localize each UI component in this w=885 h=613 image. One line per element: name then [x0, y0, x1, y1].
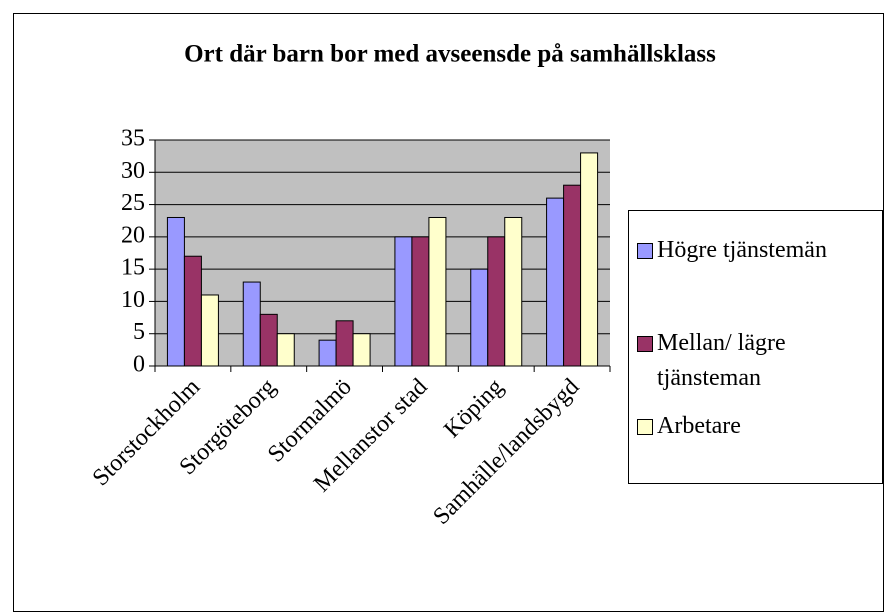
bar: [580, 152, 599, 367]
legend-swatch: [637, 419, 653, 435]
y-tick-label: 0: [133, 352, 145, 378]
bar: [276, 333, 295, 367]
legend-label: Högre tjänstemän: [657, 237, 827, 263]
bar: [242, 281, 261, 367]
legend-label: Mellan/ lägre tjänsteman: [657, 330, 786, 391]
legend-entry: Högre tjänstemän: [637, 233, 872, 268]
bar: [411, 236, 430, 367]
legend-entry: Arbetare: [637, 409, 872, 444]
bar: [546, 197, 565, 367]
bar: [504, 216, 523, 367]
y-tick-label: 15: [121, 255, 145, 281]
legend-entry: Mellan/ lägre tjänsteman: [637, 326, 872, 396]
y-tick-label: 20: [121, 222, 145, 248]
bar: [200, 294, 219, 367]
bar: [352, 333, 371, 367]
bar: [318, 339, 337, 367]
bar: [428, 216, 447, 367]
bar: [259, 313, 278, 367]
y-tick-label: 10: [121, 287, 145, 313]
legend-swatch: [637, 243, 653, 259]
chart-title: Ort där barn bor med avseensde på samhäl…: [184, 41, 716, 68]
y-tick-label: 30: [121, 158, 145, 184]
y-tick-label: 5: [133, 319, 145, 345]
bar: [183, 255, 202, 367]
bar: [335, 320, 354, 367]
y-tick-label: 25: [121, 190, 145, 216]
legend-swatch: [637, 336, 653, 352]
bar: [563, 184, 582, 367]
bar: [166, 216, 185, 367]
bar: [394, 236, 413, 367]
plot-area: [155, 140, 610, 366]
bar: [487, 236, 506, 367]
y-tick-label: 35: [121, 126, 145, 152]
legend: Högre tjänstemän Mellan/ lägre tjänsteman…: [628, 210, 883, 484]
legend-label: Arbetare: [657, 413, 741, 439]
bar: [470, 268, 489, 367]
